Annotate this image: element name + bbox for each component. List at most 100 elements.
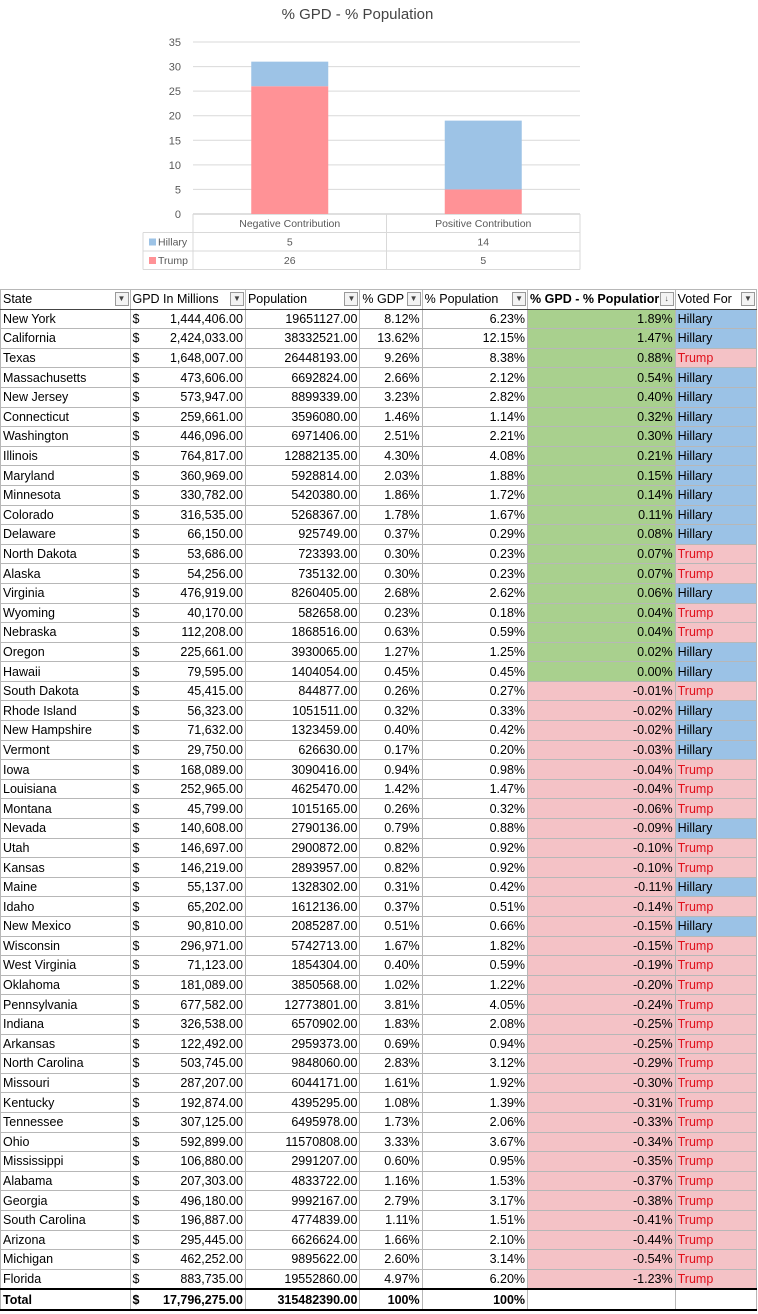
- gdp-cell[interactable]: $45,799.00: [129, 798, 246, 820]
- state-cell[interactable]: Pennsylvania: [0, 994, 131, 1015]
- voted-for-cell[interactable]: Trump: [674, 1013, 758, 1035]
- pct-population-cell[interactable]: 0.94%: [421, 1033, 529, 1055]
- voted-for-cell[interactable]: Hillary: [674, 582, 758, 604]
- pct-gdp-cell[interactable]: 1.11%: [359, 1209, 423, 1231]
- state-cell[interactable]: Kansas: [0, 857, 131, 878]
- pct-gdp-cell[interactable]: 1.73%: [359, 1111, 423, 1133]
- population-cell[interactable]: 4395295.00: [244, 1092, 361, 1113]
- population-cell[interactable]: 5742713.00: [244, 935, 361, 957]
- pct-gdp-cell[interactable]: 0.45%: [359, 661, 423, 682]
- gdp-cell[interactable]: $326,538.00: [129, 1013, 246, 1035]
- state-cell[interactable]: Minnesota: [0, 484, 131, 506]
- filter-dropdown-icon[interactable]: ▼: [344, 292, 359, 306]
- population-cell[interactable]: 3596080.00: [244, 406, 361, 428]
- population-cell[interactable]: 3850568.00: [244, 974, 361, 996]
- pct-gdp-cell[interactable]: 0.17%: [359, 739, 423, 761]
- voted-for-cell[interactable]: Trump: [674, 1268, 758, 1290]
- pct-population-cell[interactable]: 4.08%: [421, 445, 529, 467]
- gdp-cell[interactable]: $79,595.00: [129, 661, 246, 682]
- header-population[interactable]: Population ▼: [244, 289, 361, 310]
- pct-gdp-cell[interactable]: 0.69%: [359, 1033, 423, 1055]
- state-cell[interactable]: Kentucky: [0, 1092, 131, 1113]
- population-cell[interactable]: 2900872.00: [244, 837, 361, 859]
- population-cell[interactable]: 1868516.00: [244, 622, 361, 643]
- population-cell[interactable]: 12882135.00: [244, 445, 361, 467]
- gdp-cell[interactable]: $496,180.00: [129, 1190, 246, 1211]
- gdp-cell[interactable]: $29,750.00: [129, 739, 246, 761]
- state-cell[interactable]: New Jersey: [0, 386, 131, 408]
- state-cell[interactable]: Connecticut: [0, 406, 131, 428]
- state-cell[interactable]: Wisconsin: [0, 935, 131, 957]
- gdp-cell[interactable]: $45,415.00: [129, 680, 246, 702]
- pct-population-cell[interactable]: 3.12%: [421, 1053, 529, 1074]
- gdp-cell[interactable]: $883,735.00: [129, 1268, 246, 1290]
- gdp-cell[interactable]: $360,969.00: [129, 465, 246, 486]
- pct-gdp-cell[interactable]: 3.81%: [359, 994, 423, 1015]
- difference-cell[interactable]: -0.02%: [527, 700, 676, 722]
- population-cell[interactable]: 1328302.00: [244, 876, 361, 898]
- state-cell[interactable]: Maine: [0, 876, 131, 898]
- voted-for-cell[interactable]: Trump: [674, 778, 758, 800]
- voted-for-cell[interactable]: Trump: [674, 1131, 758, 1153]
- pct-gdp-cell[interactable]: 1.46%: [359, 406, 423, 428]
- voted-for-cell[interactable]: Hillary: [674, 661, 758, 682]
- voted-for-cell[interactable]: Trump: [674, 1111, 758, 1133]
- voted-for-cell[interactable]: Trump: [674, 896, 758, 917]
- pct-population-cell[interactable]: 0.95%: [421, 1151, 529, 1172]
- gdp-cell[interactable]: $146,697.00: [129, 837, 246, 859]
- gdp-cell[interactable]: $65,202.00: [129, 896, 246, 917]
- pct-gdp-cell[interactable]: 9.26%: [359, 347, 423, 369]
- difference-cell[interactable]: 1.89%: [527, 308, 676, 330]
- gdp-cell[interactable]: $168,089.00: [129, 759, 246, 780]
- pct-gdp-cell[interactable]: 0.26%: [359, 680, 423, 702]
- population-cell[interactable]: 925749.00: [244, 524, 361, 545]
- pct-population-cell[interactable]: 1.39%: [421, 1092, 529, 1113]
- gdp-cell[interactable]: $295,445.00: [129, 1229, 246, 1251]
- population-cell[interactable]: 2991207.00: [244, 1151, 361, 1172]
- difference-cell[interactable]: -0.10%: [527, 857, 676, 878]
- difference-cell[interactable]: -0.19%: [527, 955, 676, 976]
- pct-population-cell[interactable]: 1.47%: [421, 778, 529, 800]
- state-cell[interactable]: Illinois: [0, 445, 131, 467]
- pct-gdp-cell[interactable]: 1.66%: [359, 1229, 423, 1251]
- difference-cell[interactable]: -0.30%: [527, 1072, 676, 1094]
- voted-for-cell[interactable]: Trump: [674, 347, 758, 369]
- voted-for-cell[interactable]: Hillary: [674, 386, 758, 408]
- header-difference[interactable]: % GPD - % Populatior ↓: [527, 289, 676, 310]
- state-cell[interactable]: Georgia: [0, 1190, 131, 1211]
- state-cell[interactable]: South Carolina: [0, 1209, 131, 1231]
- population-cell[interactable]: 2893957.00: [244, 857, 361, 878]
- sort-descending-icon[interactable]: ↓: [659, 292, 674, 306]
- pct-gdp-cell[interactable]: 0.82%: [359, 837, 423, 859]
- population-cell[interactable]: 9895622.00: [244, 1249, 361, 1270]
- pct-population-cell[interactable]: 1.82%: [421, 935, 529, 957]
- spreadsheet[interactable]: State ▼ GPD In Millions ▼ Population ▼ % GD…: [0, 289, 758, 1311]
- pct-population-cell[interactable]: 1.53%: [421, 1170, 529, 1192]
- difference-cell[interactable]: 0.07%: [527, 563, 676, 584]
- population-cell[interactable]: 6971406.00: [244, 426, 361, 447]
- voted-for-cell[interactable]: Trump: [674, 1249, 758, 1270]
- pct-population-cell[interactable]: 0.98%: [421, 759, 529, 780]
- voted-for-cell[interactable]: Trump: [674, 935, 758, 957]
- gdp-cell[interactable]: $252,965.00: [129, 778, 246, 800]
- pct-population-cell[interactable]: 1.51%: [421, 1209, 529, 1231]
- gdp-cell[interactable]: $446,096.00: [129, 426, 246, 447]
- gdp-cell[interactable]: $66,150.00: [129, 524, 246, 545]
- gdp-cell[interactable]: $54,256.00: [129, 563, 246, 584]
- chart[interactable]: % GPD - % Population 35 30 25 20 15 10 5 0 Negat…: [0, 0, 758, 285]
- pct-population-cell[interactable]: 2.12%: [421, 367, 529, 388]
- population-cell[interactable]: 1404054.00: [244, 661, 361, 682]
- population-cell[interactable]: 4625470.00: [244, 778, 361, 800]
- gdp-cell[interactable]: $146,219.00: [129, 857, 246, 878]
- voted-for-cell[interactable]: Hillary: [674, 406, 758, 428]
- pct-gdp-cell[interactable]: 1.16%: [359, 1170, 423, 1192]
- state-cell[interactable]: Alaska: [0, 563, 131, 584]
- pct-population-cell[interactable]: 1.88%: [421, 465, 529, 486]
- voted-for-cell[interactable]: Hillary: [674, 328, 758, 349]
- state-cell[interactable]: Arizona: [0, 1229, 131, 1251]
- population-cell[interactable]: 9992167.00: [244, 1190, 361, 1211]
- gdp-cell[interactable]: $764,817.00: [129, 445, 246, 467]
- gdp-cell[interactable]: $40,170.00: [129, 602, 246, 624]
- pct-gdp-cell[interactable]: 1.08%: [359, 1092, 423, 1113]
- difference-cell[interactable]: 0.54%: [527, 367, 676, 388]
